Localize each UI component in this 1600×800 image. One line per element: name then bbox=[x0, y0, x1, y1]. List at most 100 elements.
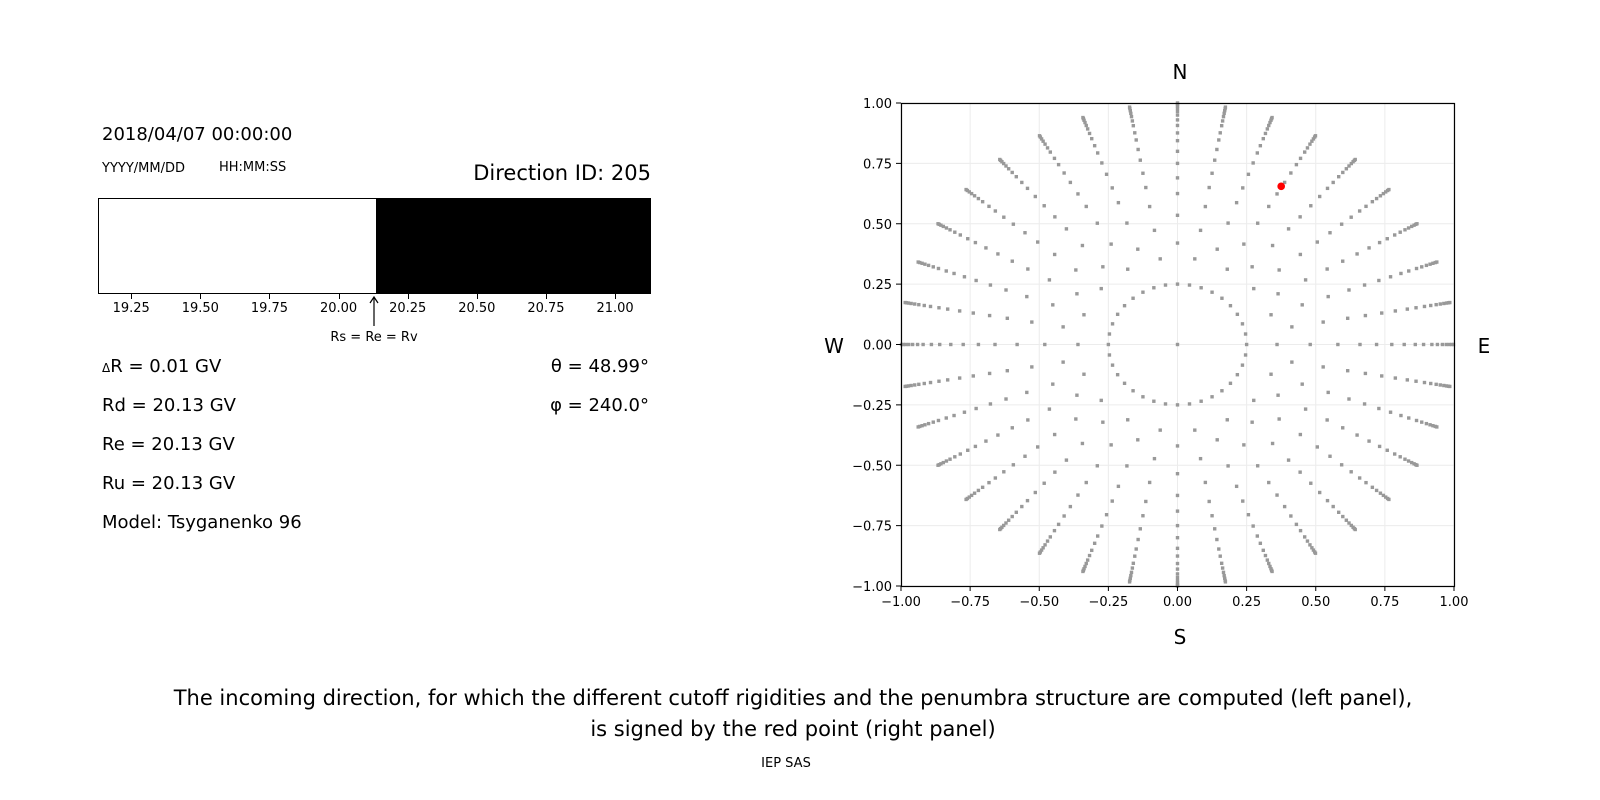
direction-point bbox=[1415, 463, 1419, 467]
direction-point bbox=[1393, 309, 1398, 313]
y-tick-label: −0.75 bbox=[852, 520, 892, 535]
direction-point bbox=[937, 379, 941, 383]
direction-point bbox=[922, 381, 926, 386]
direction-point bbox=[928, 304, 933, 309]
direction-point bbox=[1217, 547, 1221, 551]
cutoff-arrow-icon bbox=[369, 295, 379, 326]
direction-point bbox=[1263, 553, 1268, 558]
direction-point bbox=[1444, 384, 1449, 388]
direction-point bbox=[1023, 454, 1027, 458]
direction-point bbox=[1275, 493, 1279, 497]
direction-point bbox=[1353, 527, 1357, 532]
direction-point bbox=[936, 222, 940, 226]
direction-point bbox=[1399, 413, 1403, 418]
model: Model: Tsyganenko 96 bbox=[102, 512, 302, 533]
direction-point bbox=[1309, 481, 1313, 485]
direction-point bbox=[1241, 186, 1245, 190]
direction-point bbox=[962, 410, 967, 414]
direction-point bbox=[1048, 150, 1053, 154]
direction-point bbox=[1438, 302, 1442, 306]
direction-point bbox=[1158, 428, 1162, 432]
direction-point bbox=[1398, 230, 1402, 234]
direction-point bbox=[909, 383, 913, 388]
direction-point bbox=[1269, 313, 1273, 317]
direction-point bbox=[906, 301, 911, 305]
direction-point bbox=[1407, 269, 1411, 273]
direction-point bbox=[1240, 322, 1245, 326]
direction-point bbox=[1130, 566, 1135, 570]
direction-point bbox=[1265, 558, 1270, 562]
direction-point bbox=[1385, 237, 1389, 241]
direction-point bbox=[1403, 228, 1407, 232]
direction-point bbox=[1222, 576, 1227, 580]
direction-point bbox=[936, 266, 941, 271]
direction-point bbox=[1362, 283, 1367, 287]
direction-point bbox=[1210, 514, 1214, 518]
direction-point bbox=[1147, 480, 1152, 485]
direction-point bbox=[1175, 523, 1180, 528]
direction-point bbox=[1415, 222, 1419, 226]
direction-point bbox=[1074, 268, 1078, 272]
direction-point bbox=[1203, 204, 1208, 209]
direction-point bbox=[1442, 301, 1446, 306]
direction-point bbox=[1374, 196, 1379, 201]
direction-point bbox=[913, 383, 917, 387]
direction-point bbox=[1175, 282, 1180, 286]
direction-point bbox=[1387, 497, 1391, 502]
direction-point bbox=[987, 313, 992, 318]
direction-point bbox=[1424, 421, 1429, 426]
direction-point bbox=[1311, 548, 1316, 552]
direction-point bbox=[1129, 111, 1133, 116]
direction-point bbox=[1187, 402, 1192, 406]
direction-point bbox=[1310, 139, 1314, 143]
y-tick-label: −0.50 bbox=[852, 459, 892, 474]
direction-point bbox=[974, 406, 978, 411]
direction-point bbox=[1393, 376, 1398, 380]
direction-point bbox=[1378, 194, 1383, 198]
direction-point bbox=[915, 342, 920, 347]
direction-point bbox=[1431, 423, 1435, 428]
direction-point bbox=[952, 271, 956, 276]
direction-point bbox=[1388, 410, 1393, 414]
direction-point bbox=[1303, 278, 1308, 282]
direction-point bbox=[1193, 428, 1197, 432]
direction-point bbox=[1339, 463, 1344, 467]
direction-point bbox=[945, 307, 950, 311]
direction-point bbox=[1302, 150, 1307, 154]
direction-point bbox=[1337, 510, 1341, 514]
direction-point bbox=[1006, 518, 1011, 522]
direction-point bbox=[1308, 142, 1312, 146]
direction-point bbox=[1305, 539, 1310, 543]
direction-point bbox=[1347, 397, 1351, 401]
direction-point bbox=[993, 476, 998, 480]
direction-point bbox=[1210, 290, 1214, 294]
direction-point bbox=[966, 448, 970, 452]
direction-point bbox=[1152, 228, 1157, 233]
direction-point bbox=[903, 300, 907, 305]
direction-point bbox=[1041, 139, 1045, 143]
direction-point bbox=[1210, 171, 1214, 175]
direction-point bbox=[1349, 215, 1353, 219]
direction-point bbox=[936, 463, 940, 467]
direction-point bbox=[1302, 535, 1307, 539]
penumbra-tick bbox=[338, 294, 340, 299]
direction-point bbox=[1175, 472, 1180, 476]
direction-point bbox=[1451, 342, 1456, 347]
direction-point bbox=[1175, 509, 1180, 513]
direction-point bbox=[1125, 221, 1129, 225]
direction-point bbox=[973, 444, 978, 449]
direction-point bbox=[1228, 303, 1233, 308]
direction-point bbox=[1402, 342, 1406, 347]
direction-point bbox=[1398, 455, 1402, 459]
direction-point bbox=[1269, 372, 1273, 376]
direction-point bbox=[1081, 569, 1085, 574]
direction-point bbox=[1276, 292, 1280, 296]
direction-point bbox=[1414, 379, 1418, 383]
direction-point bbox=[972, 194, 977, 198]
direction-point bbox=[1136, 247, 1140, 251]
direction-point bbox=[1215, 147, 1219, 152]
direction-point bbox=[1207, 185, 1211, 190]
y-tick-label: −0.25 bbox=[852, 399, 892, 414]
direction-point bbox=[1144, 185, 1148, 190]
y-tick-label: 1.00 bbox=[863, 97, 892, 112]
